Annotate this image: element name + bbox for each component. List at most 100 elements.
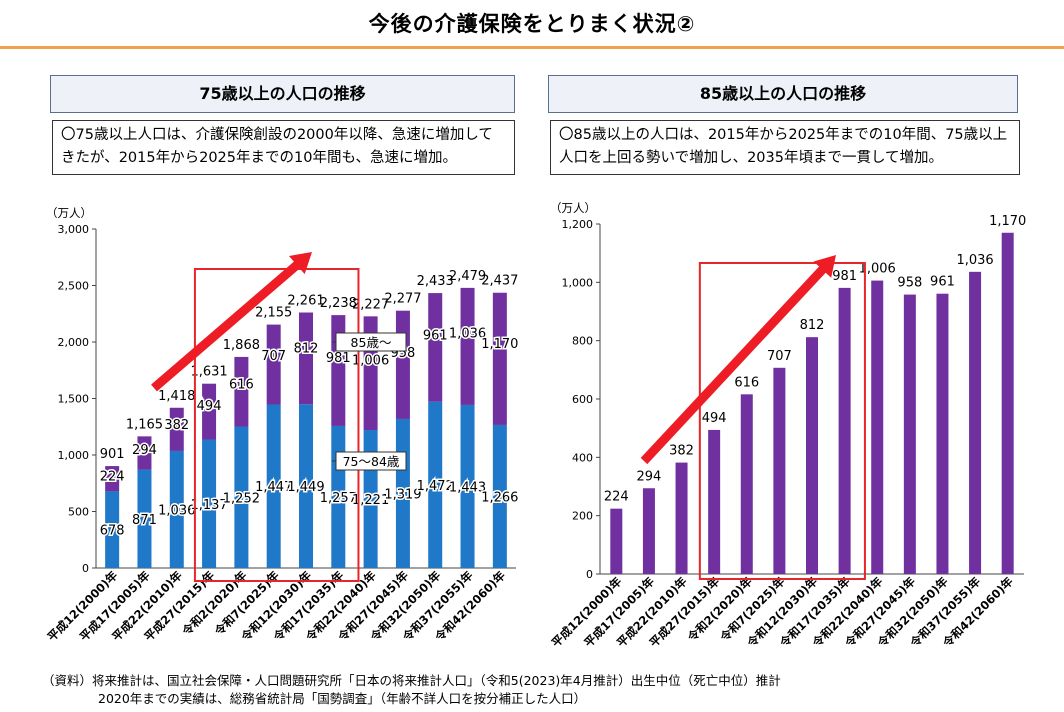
right-section-heading: 85歳以上の人口の推移	[548, 75, 1018, 113]
y-tick-label: 0	[82, 562, 89, 575]
bar-age-85plus	[202, 383, 217, 440]
y-axis-unit: （万人）	[46, 206, 92, 220]
bar-value-label-75-84: 1,449	[287, 480, 324, 495]
bar-value-label-85plus: 958	[897, 276, 922, 291]
bar-value-label-75-84: 1,036	[158, 503, 195, 518]
y-tick-label: 500	[68, 506, 89, 519]
bar-age-85plus	[492, 292, 507, 425]
bar-value-label-75-84: 1,137	[190, 498, 227, 513]
bar-age-85plus	[708, 429, 721, 574]
bar-value-label-85plus: 294	[132, 443, 157, 458]
y-tick-label: 2,500	[58, 280, 90, 293]
title-underline	[0, 46, 1064, 49]
bar-age-85plus	[105, 466, 120, 492]
bar-value-label-85plus: 382	[669, 444, 694, 459]
y-tick-label: 200	[572, 510, 593, 523]
bar-value-label-85plus: 494	[197, 399, 222, 414]
bar-total-label: 1,418	[158, 389, 195, 404]
bar-total-label: 1,868	[223, 338, 260, 353]
bar-value-label-85plus: 1,036	[956, 253, 993, 268]
bar-age-85plus	[395, 310, 410, 419]
left-description: 〇75歳以上人口は、介護保険創設の2000年以降、急速に増加してきたが、2015…	[52, 120, 515, 175]
y-tick-label: 400	[572, 451, 593, 464]
bar-age-75-84	[169, 450, 184, 568]
y-tick-label: 3,000	[58, 223, 90, 236]
bar-age-75-84	[299, 404, 313, 568]
bar-age-75-84	[105, 491, 120, 568]
bar-value-label-75-84: 1,472	[417, 479, 454, 494]
bar-total-label: 2,437	[481, 274, 518, 289]
left-description-text: 〇75歳以上人口は、介護保険創設の2000年以降、急速に増加してきたが、2015…	[61, 127, 493, 166]
bar-value-label-75-84: 678	[100, 524, 125, 539]
bar-age-75-84	[234, 426, 249, 568]
chart-85plus: （万人）02004006008001,0001,200平成12(2000)年平成…	[549, 201, 1028, 651]
bar-age-75-84	[460, 404, 475, 568]
y-tick-label: 600	[572, 393, 593, 406]
bar-total-label: 2,433	[417, 274, 454, 289]
bar-value-label-85plus: 812	[800, 318, 825, 333]
source-footnote: （資料）将来推計は、国立社会保障・人口問題研究所「日本の将来推計人口」（令和5(…	[42, 672, 781, 708]
bar-value-label-85plus: 294	[637, 469, 662, 484]
bar-age-75-84	[202, 439, 217, 568]
bar-age-85plus	[642, 488, 655, 574]
bar-age-85plus	[428, 293, 443, 402]
y-tick-label: 1,000	[562, 276, 594, 289]
bar-value-label-75-84: 1,221	[352, 493, 389, 508]
bar-age-85plus	[871, 280, 884, 574]
bar-value-label-85plus: 812	[294, 341, 319, 356]
bar-value-label-85plus: 1,006	[859, 262, 896, 277]
bar-value-label-85plus: 961	[423, 328, 448, 343]
bar-value-label-75-84: 1,319	[384, 487, 421, 502]
bar-age-85plus	[169, 407, 184, 451]
trend-arrow	[640, 255, 836, 465]
bar-age-85plus	[903, 294, 916, 574]
bar-age-85plus	[610, 508, 623, 574]
bar-age-85plus	[331, 315, 346, 426]
bar-total-label: 2,238	[320, 296, 357, 311]
bar-value-label-85plus: 1,170	[989, 214, 1026, 229]
bar-age-85plus	[806, 337, 818, 574]
bar-age-85plus	[266, 324, 281, 405]
bar-value-label-85plus: 707	[767, 349, 792, 364]
bar-value-label-85plus: 1,170	[481, 337, 518, 352]
bar-value-label-85plus: 224	[100, 470, 125, 485]
bar-age-85plus	[234, 356, 249, 427]
bar-age-85plus	[299, 312, 313, 405]
right-description-text: 〇85歳以上の人口は、2015年から2025年までの10年間、75歳以上人口を上…	[559, 127, 1008, 166]
bar-total-label: 1,165	[126, 417, 163, 432]
bar-total-label: 2,277	[384, 292, 421, 307]
highlight-box	[193, 268, 360, 582]
legend-callout-85plus: 85歳～	[351, 335, 392, 350]
bar-value-label-75-84: 1,257	[320, 491, 357, 506]
highlight-box	[698, 262, 866, 580]
footnote-line-2: 2020年までの実績は、総務省統計局「国勢調査」（年齢不詳人口を按分補正した人口…	[98, 691, 587, 706]
bar-age-85plus	[773, 367, 786, 574]
y-tick-label: 1,200	[562, 218, 594, 231]
bar-total-label: 1,631	[190, 365, 227, 380]
bar-age-85plus	[675, 462, 688, 574]
bar-value-label-85plus: 981	[326, 351, 351, 366]
bar-age-75-84	[428, 401, 443, 568]
y-tick-label: 2,000	[58, 336, 90, 349]
bar-value-label-85plus: 1,036	[449, 326, 486, 341]
bar-value-label-75-84: 871	[132, 513, 157, 528]
y-axis-unit: （万人）	[550, 201, 596, 215]
bar-age-75-84	[137, 469, 152, 568]
page-title: 今後の介護保険をとりまく状況②	[368, 12, 696, 36]
bar-value-label-75-84: 1,266	[481, 490, 518, 505]
y-tick-label: 1,500	[58, 393, 90, 406]
bar-total-label: 2,479	[449, 269, 486, 284]
bar-value-label-85plus: 981	[832, 269, 857, 284]
chart-75plus: （万人）05001,0001,5002,0002,5003,000平成12(20…	[45, 206, 520, 645]
right-description: 〇85歳以上の人口は、2015年から2025年までの10年間、75歳以上人口を上…	[550, 120, 1020, 175]
bar-age-75-84	[266, 404, 281, 568]
left-section-heading: 75歳以上の人口の推移	[50, 75, 515, 113]
bar-value-label-85plus: 382	[164, 418, 189, 433]
bar-age-85plus	[1001, 232, 1014, 574]
bar-value-label-75-84: 1,443	[449, 480, 486, 495]
bar-value-label-75-84: 1,252	[223, 491, 260, 506]
bar-value-label-85plus: 224	[604, 490, 629, 505]
bar-age-85plus	[936, 293, 949, 574]
bar-age-85plus	[740, 394, 753, 574]
bar-value-label-85plus: 616	[734, 375, 759, 390]
